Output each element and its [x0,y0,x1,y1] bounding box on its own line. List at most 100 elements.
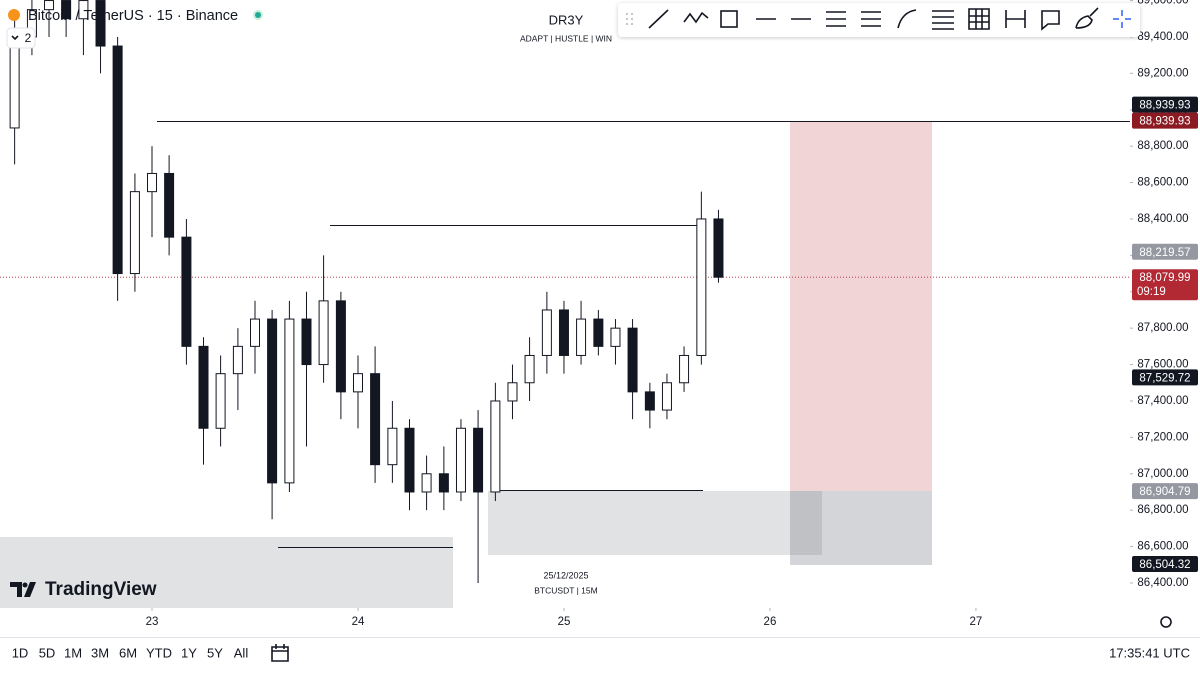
y-tick-label: 89,600.00 [1137,0,1188,7]
status-dot [255,12,261,18]
watermark-date: 25/12/2025 [543,570,588,580]
price-label: 88,939.93 [1139,116,1190,128]
candle-body [95,0,106,47]
price-label: 86,504.32 [1139,559,1190,571]
pitchfork-tool[interactable] [932,10,954,30]
zone-box [0,537,453,608]
callout-tool[interactable] [1041,10,1060,31]
price-label-box [1132,555,1198,572]
symbol-header: Bitcoin / TetherUS · 15 · Binance 2 [6,8,263,49]
watermark-title: DR3Y [549,12,584,27]
candle-body [352,373,363,393]
y-tick-label: 86,600.00 [1137,541,1188,553]
candle-body [455,427,466,493]
logo: TradingView [10,579,157,600]
range-button[interactable]: 1M [64,645,82,660]
price-label-box [1132,369,1198,386]
price-label-box [1132,483,1198,500]
date-range-icon[interactable] [271,644,289,662]
range-button[interactable]: 5Y [207,645,223,660]
fib-tool[interactable] [826,11,846,27]
clock: 17:35:41 UTC [1109,645,1190,660]
y-tick-label: 87,800.00 [1137,322,1188,334]
drawings [0,121,1130,608]
candle-body [44,0,55,11]
x-tick-label: 23 [146,616,159,628]
candle-body [421,473,432,493]
range-button[interactable]: 1D [12,645,29,660]
watermark-ticker: BTCUSDT | 15M [534,585,597,595]
candle-body [335,300,346,393]
candle-body [696,218,707,356]
drawing-toolbar [618,3,1140,37]
candle-body [524,354,535,384]
y-tick-label: 86,400.00 [1137,577,1188,589]
y-tick-label: 86,800.00 [1137,504,1188,516]
symbol-title[interactable]: Bitcoin / TetherUS · 15 · Binance [28,8,238,24]
x-tick-label: 26 [764,616,777,628]
candle-body [198,345,209,429]
range-button[interactable]: 5D [39,645,56,660]
toolbar-panel [618,3,1140,37]
candles [0,0,1130,583]
range-tool[interactable] [1005,10,1026,28]
grid-tool[interactable] [968,8,990,30]
trend-line-tool[interactable] [648,9,669,29]
rect-tool[interactable] [720,10,738,28]
candle-body [232,345,243,375]
price-axis: 86,400.00 86,600.00 86,800.00 87,000.00 87,2… [146,0,1200,637]
crosshair-tool[interactable] [1113,10,1131,28]
candle-body [490,400,501,493]
logo-dot [22,582,28,588]
candle-body [541,309,552,356]
price-label-box [1132,96,1198,113]
range-button[interactable]: 1Y [181,645,197,660]
path-tool[interactable] [683,11,709,24]
drag-handle [626,13,633,25]
candle-body [593,318,604,347]
candle-body [473,427,484,493]
candle-body [181,236,192,347]
y-tick-label: 87,400.00 [1137,395,1188,407]
candle-body [164,172,175,238]
candle-body [318,300,329,366]
candle-body [147,172,158,193]
y-tick-label: 87,600.00 [1137,359,1188,371]
range-button[interactable]: YTD [146,645,172,660]
y-tick-label: 89,400.00 [1137,31,1188,43]
candle-body [61,0,72,20]
candle-body [370,373,381,466]
countdown: 09:19 [1137,286,1166,298]
price-label: 88,219.57 [1139,247,1190,259]
settings-icon[interactable] [1160,616,1172,628]
coin-icon [8,9,20,21]
x-tick-label: 27 [970,616,983,628]
brush-tool[interactable] [1075,7,1099,29]
candle-body [507,382,518,402]
candle-body [112,45,123,275]
y-tick-label: 87,000.00 [1137,468,1188,480]
chevron [11,35,19,41]
range-button[interactable]: All [234,645,249,660]
candle-body [250,318,261,347]
y-tick-label: 87,200.00 [1137,431,1188,443]
indicators-toggle[interactable] [6,27,36,49]
candle-body [78,0,89,20]
price-label: 87,529.72 [1139,372,1190,384]
channel-tool[interactable] [861,11,881,27]
candle-body [661,382,672,411]
candle-body [558,309,569,356]
candle-body [713,218,724,278]
price-label: 86,904.79 [1139,486,1190,498]
candle-body [387,427,398,466]
candle-body [9,36,20,129]
watermark-subtitle: ADAPT | HUSTLE | WIN [520,33,612,43]
candle-body [267,318,278,484]
candle-body [438,473,449,493]
range-button[interactable]: 3M [91,645,109,660]
candle-body [301,318,312,366]
candle-body [215,373,226,429]
range-button[interactable]: 6M [119,645,137,660]
candle-body [627,327,638,393]
curve-tool[interactable] [897,9,917,29]
